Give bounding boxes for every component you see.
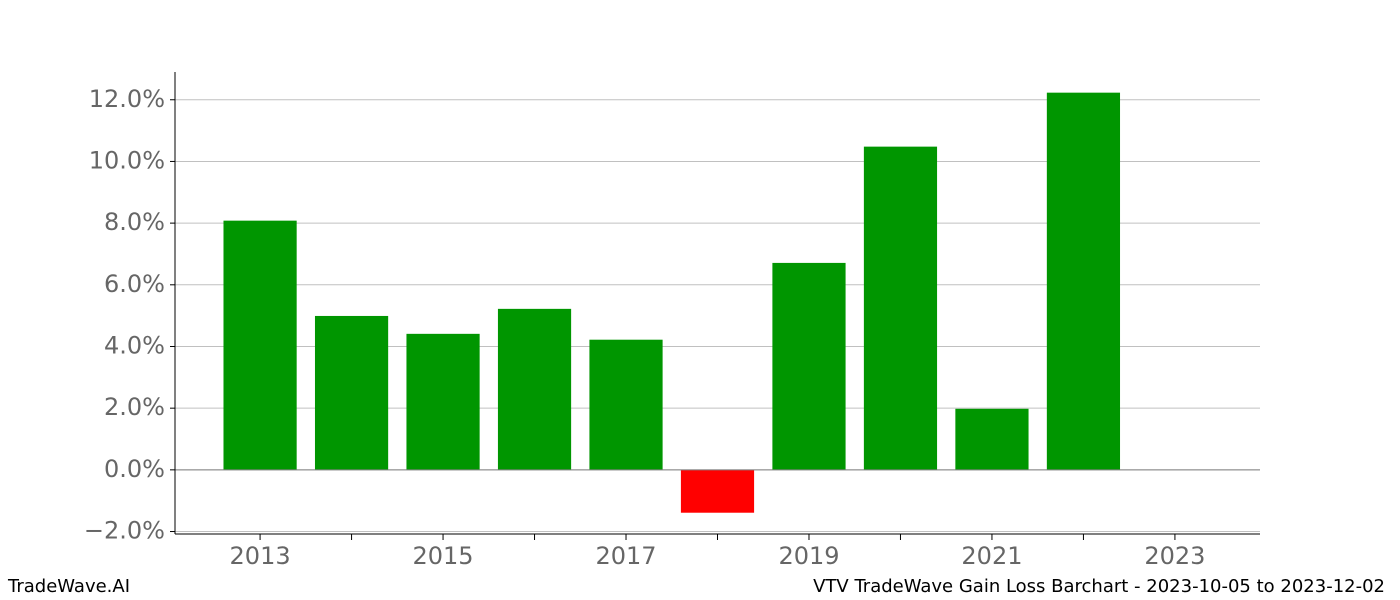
bar (223, 220, 297, 470)
bar (589, 339, 663, 470)
y-tick-label: 0.0% (104, 455, 165, 483)
bar (406, 333, 480, 470)
y-tick-label: 10.0% (89, 146, 165, 174)
x-tick-label: 2015 (413, 542, 474, 570)
bar (772, 262, 846, 470)
x-tick-label: 2017 (595, 542, 656, 570)
x-tick-label: 2023 (1144, 542, 1205, 570)
y-tick-label: 8.0% (104, 208, 165, 236)
bar (863, 146, 938, 470)
x-tick-label: 2019 (778, 542, 839, 570)
y-tick-label: −2.0% (84, 517, 165, 545)
bar (314, 315, 389, 470)
y-tick-label: 2.0% (104, 393, 165, 421)
x-tick-label: 2013 (230, 542, 291, 570)
footer-left: TradeWave.AI (7, 576, 130, 597)
y-tick-label: 6.0% (104, 270, 165, 298)
bar (497, 308, 572, 470)
bar (1046, 92, 1121, 470)
y-tick-label: 12.0% (89, 85, 165, 113)
x-tick-label: 2021 (961, 542, 1022, 570)
footer-right: VTV TradeWave Gain Loss Barchart - 2023-… (813, 576, 1385, 597)
y-tick-label: 4.0% (104, 331, 165, 359)
bar (680, 469, 755, 513)
bar (955, 408, 1029, 470)
